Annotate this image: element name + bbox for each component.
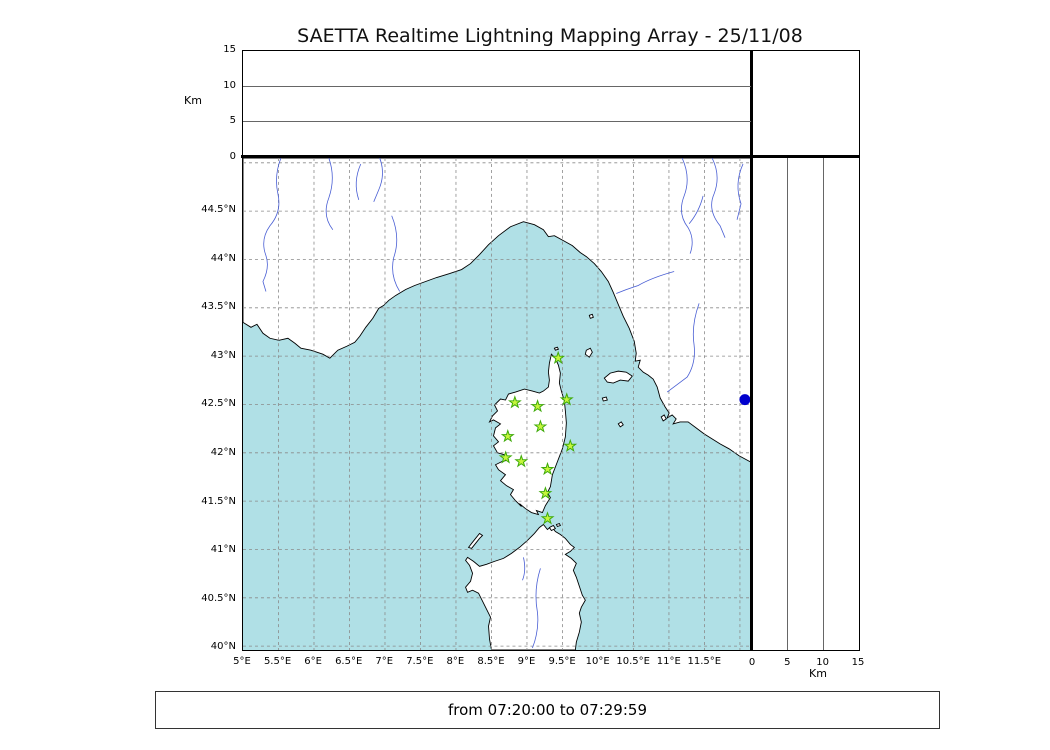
lat-tick-label: 43°N [210, 349, 236, 361]
distance-tick-label: 15 [851, 657, 865, 668]
river [736, 163, 744, 220]
altitude-tick-label: 0 [229, 151, 236, 162]
lat-tick-label: 41.5°N [201, 495, 236, 507]
river [262, 158, 282, 292]
lat-tick-label: 44.5°N [201, 204, 236, 216]
river [522, 557, 526, 581]
land-layer [243, 158, 752, 650]
altitude-tick-label: 5 [229, 115, 236, 127]
lat-tick-label: 44°N [210, 252, 236, 264]
altitude-vs-longitude-panel [242, 50, 753, 157]
time-range-box: from 07:20:00 to 07:29:59 [155, 691, 940, 729]
altitude-gridline [243, 85, 751, 87]
lon-tick-label: 11.5°E [687, 656, 722, 667]
river [616, 271, 675, 294]
lon-tick-label: 7.5°E [406, 656, 434, 667]
distance-gridline [787, 158, 789, 650]
lon-tick-label: 5.5°E [263, 656, 292, 667]
river [532, 568, 541, 649]
lightning-event-marker [739, 394, 751, 406]
lon-tick-label: 11°E [656, 656, 681, 667]
corsica [488, 353, 567, 516]
montecristo-island [617, 421, 624, 428]
river-layer [262, 158, 744, 649]
lat-tick-label: 42°N [210, 447, 236, 458]
distance-gridline [822, 158, 824, 650]
map-panel [242, 157, 753, 651]
station-marker [540, 461, 555, 476]
altitude-gridline [243, 121, 751, 123]
lat-tick-label: 40°N [210, 641, 236, 653]
distance-tick-label: 5 [784, 657, 791, 668]
altitude-tick-label: 15 [223, 44, 236, 55]
lon-tick-label: 6.5°E [335, 656, 363, 667]
figure-title: SAETTA Realtime Lightning Mapping Array … [297, 25, 803, 47]
mainland-coast [243, 158, 752, 464]
river [666, 303, 700, 393]
lon-tick-label: 8.5°E [477, 656, 505, 667]
right-axis-unit-label: Km [809, 667, 827, 680]
asinara-island [467, 532, 484, 549]
lon-tick-label: 10°E [585, 656, 610, 667]
elba-island [603, 370, 633, 384]
capraia-island [584, 347, 593, 358]
station-marker [498, 450, 513, 464]
thick-divider-vertical [750, 50, 753, 651]
gorgona-island [588, 313, 594, 319]
distance-tick-label: 0 [748, 657, 756, 668]
lon-tick-label: 6°E [304, 656, 322, 667]
station-marker [551, 350, 566, 365]
altitude-vs-latitude-panel [752, 157, 860, 651]
river [711, 158, 726, 238]
giraglia-islet [553, 346, 560, 351]
thick-divider-horizontal [241, 155, 860, 158]
lon-tick-label: 5°E [233, 656, 251, 667]
maddalena-island [548, 524, 557, 532]
lat-tick-label: 42.5°N [201, 398, 236, 410]
station-marker [533, 419, 548, 433]
giglio-island [660, 414, 667, 422]
pianosa-island [601, 396, 608, 402]
sardinia [465, 523, 586, 650]
station-marker [514, 454, 529, 468]
map-svg [243, 158, 752, 650]
river [373, 158, 383, 202]
station-marker [559, 392, 574, 406]
river [355, 163, 362, 200]
lon-tick-label: 8°E [446, 656, 465, 667]
lon-tick-label: 10.5°E [616, 656, 650, 667]
lon-tick-label: 9.5°E [548, 656, 576, 667]
station-marker [538, 486, 553, 500]
time-range-text: from 07:20:00 to 07:29:59 [447, 701, 647, 719]
lat-tick-label: 40.5°N [201, 592, 236, 604]
corner-panel [752, 50, 860, 157]
altitude-axis-unit-label: Km [184, 94, 202, 107]
station-marker [563, 438, 578, 452]
distance-tick-label: 10 [816, 657, 830, 668]
station-marker [540, 511, 555, 525]
station-marker [500, 429, 515, 443]
lat-tick-label: 43.5°N [201, 301, 236, 313]
station-marker [530, 399, 545, 413]
map-grid [243, 158, 752, 650]
station-marker [507, 395, 522, 409]
events-layer [739, 394, 751, 406]
stations-layer [498, 350, 578, 525]
caprera-island [555, 522, 562, 528]
lat-tick-label: 41°N [210, 544, 236, 556]
river [688, 195, 704, 224]
river [325, 158, 334, 230]
altitude-tick-label: 10 [223, 79, 236, 91]
lon-tick-label: 7°E [375, 656, 394, 667]
river [391, 215, 401, 292]
lon-tick-label: 9°E [517, 656, 536, 667]
river [681, 158, 693, 254]
